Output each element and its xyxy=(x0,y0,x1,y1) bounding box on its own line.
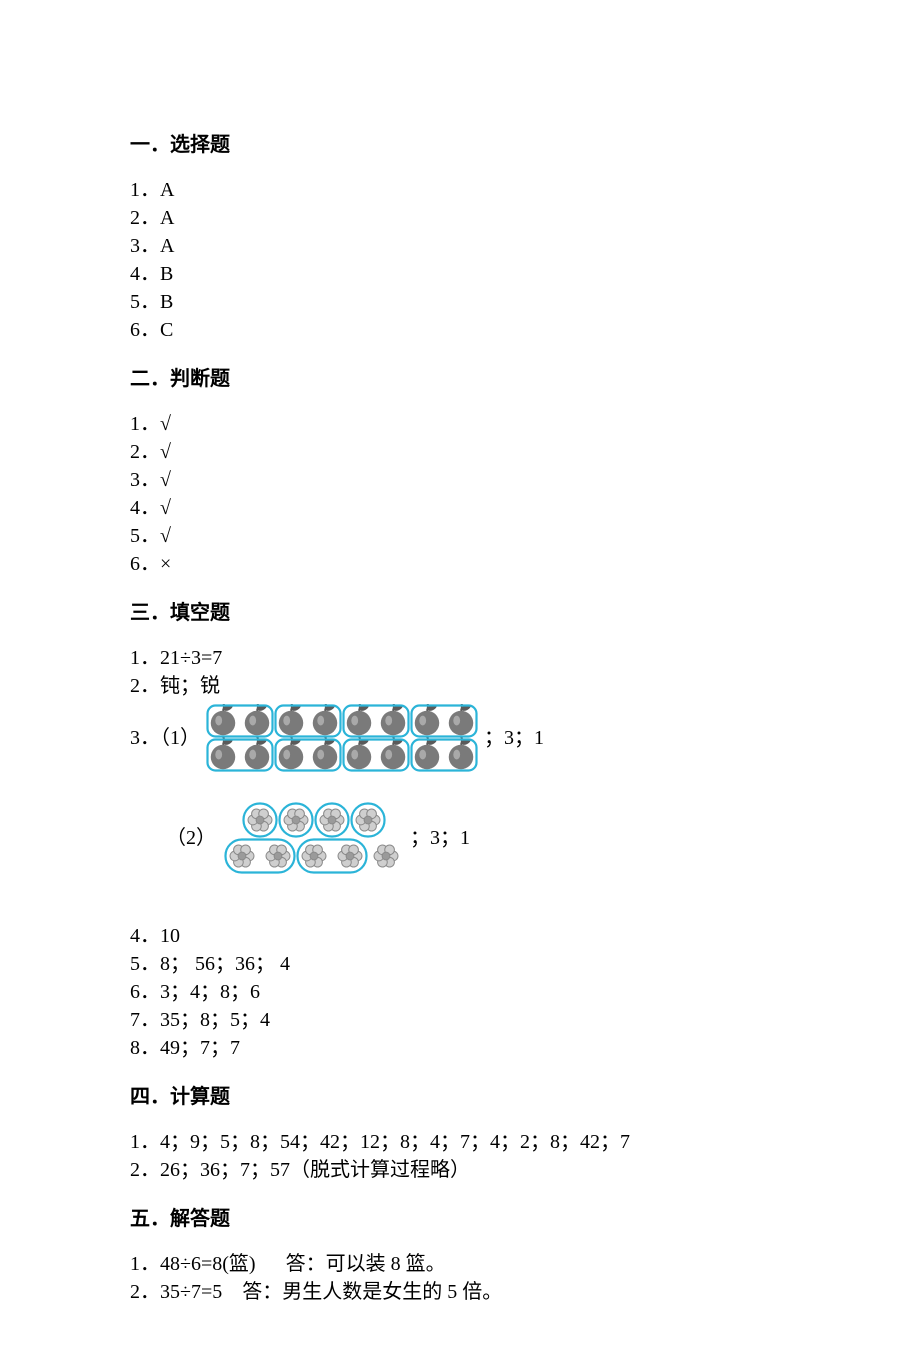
s3-line-8: 8．49；7；7 xyxy=(130,1035,920,1062)
s1-item-2: 2．A xyxy=(130,205,920,232)
s4-line-2: 2．26；36；7；57（脱式计算过程略） xyxy=(130,1157,920,1184)
s2-item-1: 1．√ xyxy=(130,411,920,438)
s2-item-2: 2．√ xyxy=(130,439,920,466)
s3-3-2-prefix: （2） xyxy=(166,825,216,852)
s3-3-1-suffix: ；3；1 xyxy=(484,725,544,752)
s3-line-7: 7．35；8；5；4 xyxy=(130,1007,920,1034)
section-4-title: 四．计算题 xyxy=(130,1084,920,1111)
s1-item-1: 1．A xyxy=(130,177,920,204)
s3-3-2-suffix: ；3；1 xyxy=(410,825,470,852)
s3-line-2: 2．钝；锐 xyxy=(130,673,920,700)
s3-line-4: 4．10 xyxy=(130,923,920,950)
s5-line-1: 1．48÷6=8(篮) 答：可以装 8 篮。 xyxy=(130,1251,920,1278)
s2-item-4: 4．√ xyxy=(130,495,920,522)
s2-item-6: 6．× xyxy=(130,551,920,578)
s4-line-1: 1．4；9；5；8；54；42；12；8；4；7；4；2；8；42；7 xyxy=(130,1129,920,1156)
s3-line-3-1: 3．（1） ；3；1 xyxy=(130,704,920,772)
s3-line-5: 5．8； 56；36； 4 xyxy=(130,951,920,978)
section-2-title: 二．判断题 xyxy=(130,366,920,393)
flowers-figure xyxy=(222,802,404,874)
s2-item-3: 3．√ xyxy=(130,467,920,494)
s3-line-6: 6．3；4；8；6 xyxy=(130,979,920,1006)
s3-3-1-prefix: 3．（1） xyxy=(130,725,200,752)
s1-item-3: 3．A xyxy=(130,233,920,260)
apples-figure xyxy=(206,704,478,772)
s2-item-5: 5．√ xyxy=(130,523,920,550)
section-3-title: 三．填空题 xyxy=(130,600,920,627)
s3-line-3-2: 3． （2） ；3；1 xyxy=(130,802,920,874)
s3-line-1: 1．21÷3=7 xyxy=(130,645,920,672)
section-1-title: 一．选择题 xyxy=(130,132,920,159)
section-5-title: 五．解答题 xyxy=(130,1206,920,1233)
s1-item-6: 6．C xyxy=(130,317,920,344)
s1-item-4: 4．B xyxy=(130,261,920,288)
s1-item-5: 5．B xyxy=(130,289,920,316)
